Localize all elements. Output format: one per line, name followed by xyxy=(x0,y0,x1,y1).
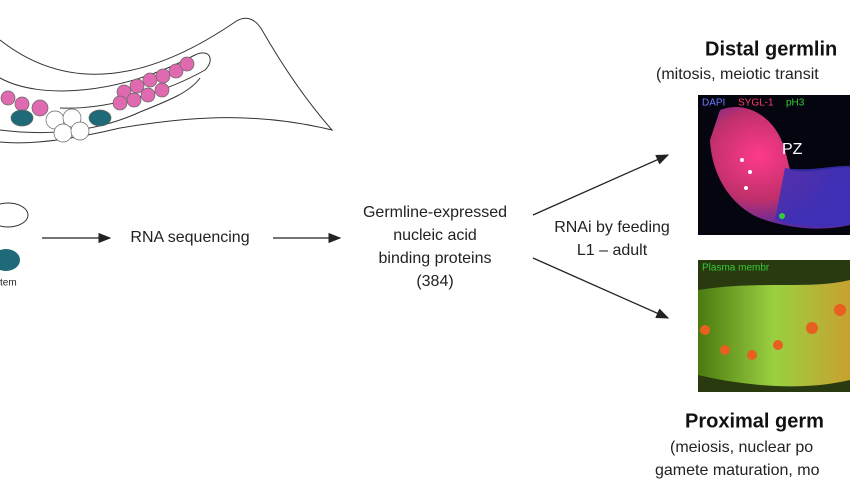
distal-title: Distal germlin xyxy=(705,38,837,60)
stain-label: DAPI xyxy=(702,98,725,109)
proximal-title: Proximal germ xyxy=(685,410,824,432)
step-label: RNA sequencing xyxy=(130,229,249,246)
treatment-text: L1 – adult xyxy=(577,242,648,259)
proximal-subtitle: (meiosis, nuclear po xyxy=(670,439,813,456)
cell xyxy=(0,249,20,271)
distal-micrograph xyxy=(698,95,850,235)
middle-text: (384) xyxy=(416,273,453,290)
middle-text: nucleic acid xyxy=(393,227,477,244)
cell-outline xyxy=(0,202,29,228)
stain-label: pH3 xyxy=(786,98,805,109)
cell-caption: tem xyxy=(0,278,17,289)
middle-text: Germline-expressed xyxy=(363,204,507,221)
arrows xyxy=(42,154,670,319)
proximal-micrograph xyxy=(698,260,850,392)
stain-label: Plasma membr xyxy=(702,263,770,274)
zone-label: PZ xyxy=(782,141,803,158)
distal-subtitle: (mitosis, meiotic transit xyxy=(656,66,819,83)
stain-label: SYGL-1 xyxy=(738,98,774,109)
treatment-text: RNAi by feeding xyxy=(554,219,670,236)
proximal-subtitle: gamete maturation, mo xyxy=(655,462,820,479)
middle-text: binding proteins xyxy=(379,250,492,267)
worm-cells xyxy=(0,56,195,143)
